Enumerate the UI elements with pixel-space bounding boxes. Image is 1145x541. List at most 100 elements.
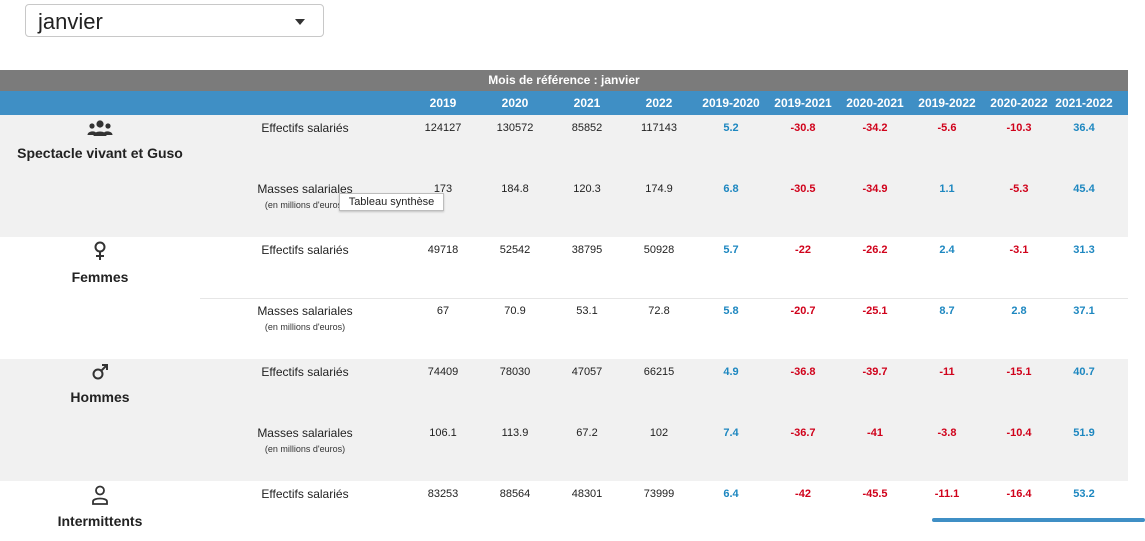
table-cell: -22 bbox=[795, 244, 811, 256]
table-cell: -20.7 bbox=[790, 305, 816, 317]
category-name: Femmes bbox=[71, 269, 129, 285]
table-cell: 31.3 bbox=[1073, 244, 1095, 256]
category-cell: Spectacle vivant et Guso bbox=[0, 119, 200, 161]
table-cell: -45.5 bbox=[862, 488, 888, 500]
table-cell: 2.4 bbox=[939, 244, 955, 256]
category-cell: Femmes bbox=[0, 241, 200, 285]
chevron-down-icon[interactable] bbox=[295, 19, 305, 25]
table-cell: 66215 bbox=[643, 366, 675, 378]
table-row: Effectifs salariés 49718 52542 38795 50928 5.… bbox=[0, 237, 1128, 297]
table-cell: -36.7 bbox=[790, 427, 816, 439]
table-cell: 5.8 bbox=[723, 305, 739, 317]
table-cell: -39.7 bbox=[862, 366, 888, 378]
table-cell: -10.4 bbox=[1006, 427, 1032, 439]
table-cell: 6.8 bbox=[723, 183, 739, 195]
table-cell: 74409 bbox=[427, 366, 459, 378]
table-title: Mois de référence : janvier bbox=[0, 70, 1128, 91]
column-header: 2021-2022 bbox=[1055, 96, 1113, 110]
row-label: Effectifs salariés bbox=[261, 243, 349, 257]
table-section: Intermittents Effectifs salariés 83253 8856… bbox=[0, 481, 1128, 529]
table-cell: -30.8 bbox=[790, 122, 816, 134]
table-row: Masses salariales (en millions d'euros) 67… bbox=[0, 298, 1128, 358]
table-cell: -34.9 bbox=[862, 183, 888, 195]
column-header: 2021 bbox=[573, 96, 601, 110]
row-divider bbox=[200, 298, 1128, 299]
row-label: Masses salariales bbox=[257, 426, 353, 440]
row-unit: (en millions d'euros) bbox=[264, 322, 346, 332]
table-cell: 5.7 bbox=[723, 244, 739, 256]
column-header: 2022 bbox=[645, 96, 673, 110]
row-unit: (en millions d'euros) bbox=[264, 444, 346, 454]
table-cell: -11 bbox=[939, 366, 955, 378]
table-cell: 49718 bbox=[427, 244, 459, 256]
table-cell: 70.9 bbox=[504, 305, 526, 317]
table-cell: -11.1 bbox=[934, 488, 960, 500]
table-cell: -34.2 bbox=[862, 122, 888, 134]
row-label: Masses salariales bbox=[257, 304, 353, 318]
table-cell: 102 bbox=[649, 427, 669, 439]
category-name: Hommes bbox=[70, 389, 130, 405]
table-cell: 124127 bbox=[424, 122, 462, 134]
table-cell: 8.7 bbox=[939, 305, 955, 317]
table-cell: 88564 bbox=[499, 488, 531, 500]
table-cell: 67 bbox=[436, 305, 450, 317]
table-cell: 53.2 bbox=[1073, 488, 1095, 500]
table-cell: 73999 bbox=[643, 488, 675, 500]
column-header: 2019 bbox=[429, 96, 457, 110]
table-cell: 184.8 bbox=[501, 183, 529, 195]
table-cell: 6.4 bbox=[723, 488, 739, 500]
table-row: Effectifs salariés 83253 88564 48301 73999 6.… bbox=[0, 481, 1128, 541]
table-cell: 67.2 bbox=[576, 427, 598, 439]
tooltip: Tableau synthèse bbox=[339, 193, 444, 211]
column-header: 2019-2022 bbox=[918, 96, 976, 110]
table-cell: -3.8 bbox=[937, 427, 957, 439]
table-cell: 51.9 bbox=[1073, 427, 1095, 439]
table-cell: -42 bbox=[795, 488, 811, 500]
table-cell: 52542 bbox=[499, 244, 531, 256]
table-cell: -5.6 bbox=[937, 122, 957, 134]
table-cell: -3.1 bbox=[1009, 244, 1029, 256]
table-cell: 2.8 bbox=[1011, 305, 1027, 317]
table-cell: 1.1 bbox=[939, 183, 955, 195]
column-header: 2020-2021 bbox=[846, 96, 904, 110]
table-cell: -41 bbox=[867, 427, 883, 439]
table-header: 2019 2020 2021 2022 2019-2020 2019-2021 2020-2… bbox=[0, 91, 1128, 115]
table-section: Hommes Effectifs salariés 74409 78030 47057 6… bbox=[0, 359, 1128, 481]
table-cell: 106.1 bbox=[429, 427, 457, 439]
table-cell: 45.4 bbox=[1073, 183, 1095, 195]
female-icon bbox=[0, 241, 200, 266]
row-label: Effectifs salariés bbox=[261, 487, 349, 501]
table-cell: 36.4 bbox=[1073, 122, 1095, 134]
male-icon bbox=[0, 363, 200, 386]
row-label: Masses salariales bbox=[257, 182, 353, 196]
scrollbar[interactable] bbox=[932, 518, 1145, 522]
table-cell: 50928 bbox=[643, 244, 675, 256]
table-cell: -36.8 bbox=[790, 366, 816, 378]
table-cell: -30.5 bbox=[790, 183, 816, 195]
table-cell: 83253 bbox=[427, 488, 459, 500]
table-cell: 4.9 bbox=[723, 366, 739, 378]
table-cell: 7.4 bbox=[723, 427, 739, 439]
table-cell: 120.3 bbox=[573, 183, 601, 195]
table-row: Masses salariales (en millions d'euros) 10… bbox=[0, 420, 1128, 480]
category-name: Spectacle vivant et Guso bbox=[17, 145, 183, 161]
row-label: Effectifs salariés bbox=[261, 365, 349, 379]
column-header: 2020-2022 bbox=[990, 96, 1048, 110]
table-cell: 47057 bbox=[571, 366, 603, 378]
table-cell: 37.1 bbox=[1073, 305, 1095, 317]
table-cell: 53.1 bbox=[576, 305, 598, 317]
table-cell: -25.1 bbox=[862, 305, 888, 317]
table-cell: 173 bbox=[433, 183, 453, 195]
row-label: Effectifs salariés bbox=[261, 121, 349, 135]
table-cell: -5.3 bbox=[1009, 183, 1029, 195]
table-cell: 117143 bbox=[641, 122, 677, 134]
table-cell: 85852 bbox=[571, 122, 603, 134]
table-cell: 5.2 bbox=[723, 122, 739, 134]
table-section: Femmes Effectifs salariés 49718 52542 38795 5… bbox=[0, 237, 1128, 359]
category-cell: Hommes bbox=[0, 363, 200, 405]
table-cell: 174.9 bbox=[645, 183, 673, 195]
table-cell: -10.3 bbox=[1006, 122, 1032, 134]
month-select[interactable]: janvier bbox=[25, 4, 324, 37]
month-select-value: janvier bbox=[38, 9, 103, 34]
person-icon bbox=[0, 485, 200, 510]
